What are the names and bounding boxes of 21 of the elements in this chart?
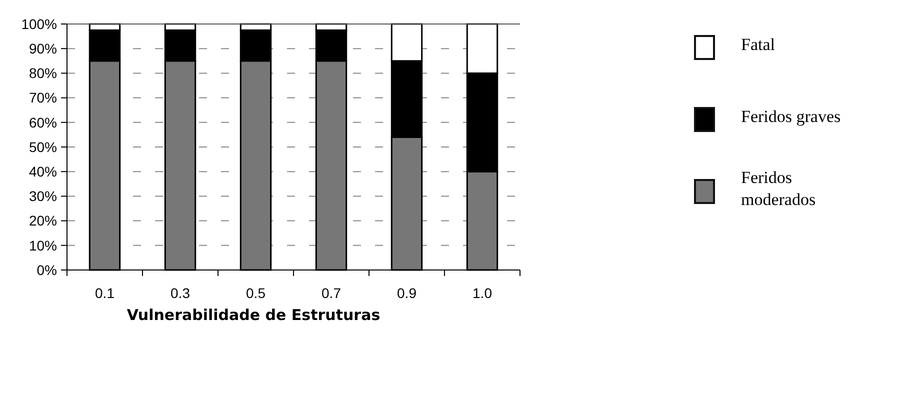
y-tick-label: 40% bbox=[28, 164, 57, 180]
y-tick-label: 100% bbox=[21, 16, 57, 32]
y-tick-label: 20% bbox=[28, 212, 57, 229]
x-tick-label: 0.3 bbox=[170, 285, 190, 301]
y-tick-label: 80% bbox=[28, 65, 57, 82]
y-tick-label: 30% bbox=[28, 188, 57, 204]
y-tick-label: 10% bbox=[28, 237, 57, 254]
y-tick-label: 60% bbox=[28, 114, 57, 130]
x-tick-label: 0.7 bbox=[322, 285, 342, 301]
legend-label: Feridos moderados bbox=[741, 168, 816, 209]
y-tick-label: 90% bbox=[28, 40, 57, 56]
x-tick-label: 1.0 bbox=[472, 285, 492, 301]
y-tick-label: 50% bbox=[28, 138, 57, 155]
y-tick-label: 70% bbox=[28, 90, 57, 106]
y-tick-label: 0% bbox=[36, 262, 57, 278]
legend-label: Feridos graves bbox=[741, 106, 841, 126]
x-tick-label: 0.9 bbox=[397, 285, 417, 301]
text: Fatal bbox=[741, 34, 776, 54]
x-tick-label: 0.1 bbox=[95, 285, 115, 301]
x-axis-title: Vulnerabilidade de Estruturas bbox=[126, 306, 380, 324]
x-tick-label: 0.5 bbox=[246, 285, 266, 301]
